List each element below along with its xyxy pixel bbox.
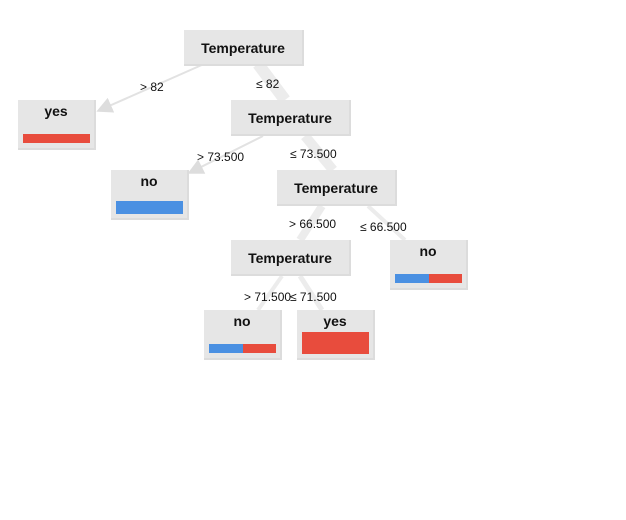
split-node-label: Temperature [201, 40, 285, 56]
edge-n3-yesbottom [297, 274, 325, 312]
leaf-node-label: no [419, 243, 437, 259]
leaf-node-label: yes [44, 103, 68, 119]
class-distribution-bar [302, 332, 369, 354]
edge-root-yes [96, 63, 205, 113]
edge-label-n2-le: ≤ 66.500 [360, 220, 407, 234]
bar-segment-no [209, 344, 243, 353]
edge-label-n2-gt: > 66.500 [289, 217, 337, 231]
leaf-node-label: no [140, 173, 158, 189]
class-distribution-bar [209, 344, 276, 353]
edge-n1-n2 [301, 132, 337, 174]
leaf-node-no-right[interactable]: no [390, 240, 468, 290]
split-node-label: Temperature [294, 180, 378, 196]
edge-label-n3-le: ≤ 71.500 [290, 290, 337, 304]
edge-root-n1 [253, 60, 290, 104]
split-node-label: Temperature [248, 250, 332, 266]
split-node-label: Temperature [248, 110, 332, 126]
leaf-node-label: yes [323, 313, 347, 329]
split-node-3[interactable]: Temperature [231, 240, 351, 276]
leaf-node-yes-bottom[interactable]: yes [297, 310, 375, 360]
edge-label-n1-gt: > 73.500 [197, 150, 245, 164]
bar-segment-yes [302, 332, 369, 354]
edge-label-root-gt: > 82 [140, 80, 164, 94]
bar-segment-yes [242, 344, 276, 353]
leaf-node-label: no [233, 313, 251, 329]
split-node-1[interactable]: Temperature [231, 100, 351, 136]
bar-segment-yes [428, 274, 462, 283]
class-distribution-bar [23, 134, 90, 143]
bar-segment-no [116, 201, 183, 214]
split-node-root[interactable]: Temperature [184, 30, 304, 66]
bar-segment-yes [23, 134, 90, 143]
edge-n2-noright [366, 204, 407, 242]
edge-label-n1-le: ≤ 73.500 [290, 147, 337, 161]
leaf-node-no-mid[interactable]: no [111, 170, 189, 220]
leaf-node-no-bottom[interactable]: no [204, 310, 282, 360]
edge-n3-nobottom [256, 274, 284, 312]
edge-label-n3-gt: > 71.500 [244, 290, 292, 304]
leaf-node-yes-top[interactable]: yes [18, 100, 96, 150]
class-distribution-bar [395, 274, 462, 283]
edge-n2-n3 [296, 203, 326, 243]
edge-label-root-le: ≤ 82 [256, 77, 280, 91]
class-distribution-bar [116, 201, 183, 214]
edge-n1-no [187, 135, 264, 174]
split-node-2[interactable]: Temperature [277, 170, 397, 206]
bar-segment-no [395, 274, 429, 283]
